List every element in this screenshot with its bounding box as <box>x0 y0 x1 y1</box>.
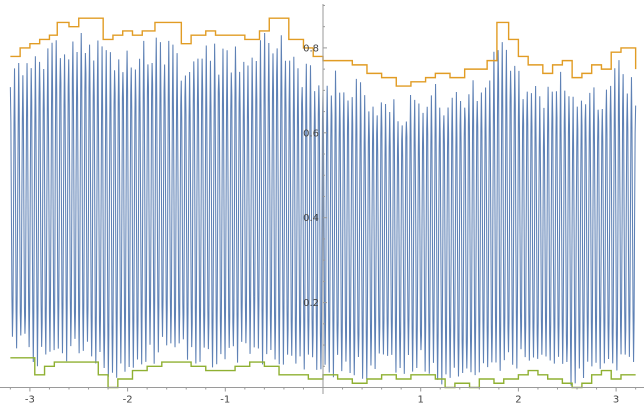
x-tick-label: 2 <box>515 395 521 406</box>
x-tick-label: -1 <box>220 395 230 406</box>
lower-envelope-line <box>10 357 636 389</box>
x-tick-label: -2 <box>123 395 133 406</box>
x-tick-label: 1 <box>418 395 424 406</box>
y-tick-label: 0.2 <box>303 298 319 309</box>
y-tick-label: 0.8 <box>303 43 319 54</box>
y-tick-label: 0.4 <box>303 213 319 224</box>
x-tick-label: -3 <box>25 395 35 406</box>
x-tick-label: 3 <box>613 395 619 406</box>
y-axis: 0.2 0.4 0.6 0.8 <box>303 4 327 394</box>
x-axis: -3 -2 -1 1 2 3 <box>0 387 644 406</box>
y-tick-label: 0.6 <box>303 128 319 139</box>
